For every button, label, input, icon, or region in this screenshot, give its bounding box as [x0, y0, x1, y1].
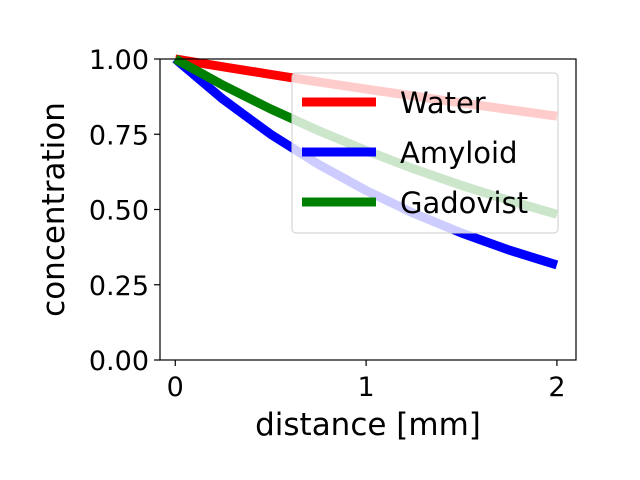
y-axis-label: concentration	[36, 102, 72, 317]
legend-box	[291, 72, 559, 234]
y-axis-ticks: 0.00 0.25 0.50 0.75 1.00	[89, 45, 160, 377]
y-tick-label: 0.00	[89, 346, 149, 377]
x-tick-label: 1	[357, 372, 374, 403]
x-axis-ticks: 0 1 2	[167, 360, 566, 403]
y-tick-label: 1.00	[89, 45, 149, 76]
y-tick-label: 0.25	[89, 271, 149, 302]
x-axis-label: distance [mm]	[255, 407, 481, 443]
legend-label-gadovist: Gadovist	[400, 186, 528, 220]
legend-label-water: Water	[400, 86, 486, 120]
y-tick-label: 0.75	[89, 120, 149, 151]
legend-label-amyloid: Amyloid	[400, 136, 518, 170]
y-tick-label: 0.50	[89, 196, 149, 227]
legend: Water Amyloid Gadovist	[291, 72, 559, 234]
x-tick-label: 2	[548, 372, 565, 403]
x-tick-label: 0	[167, 372, 184, 403]
